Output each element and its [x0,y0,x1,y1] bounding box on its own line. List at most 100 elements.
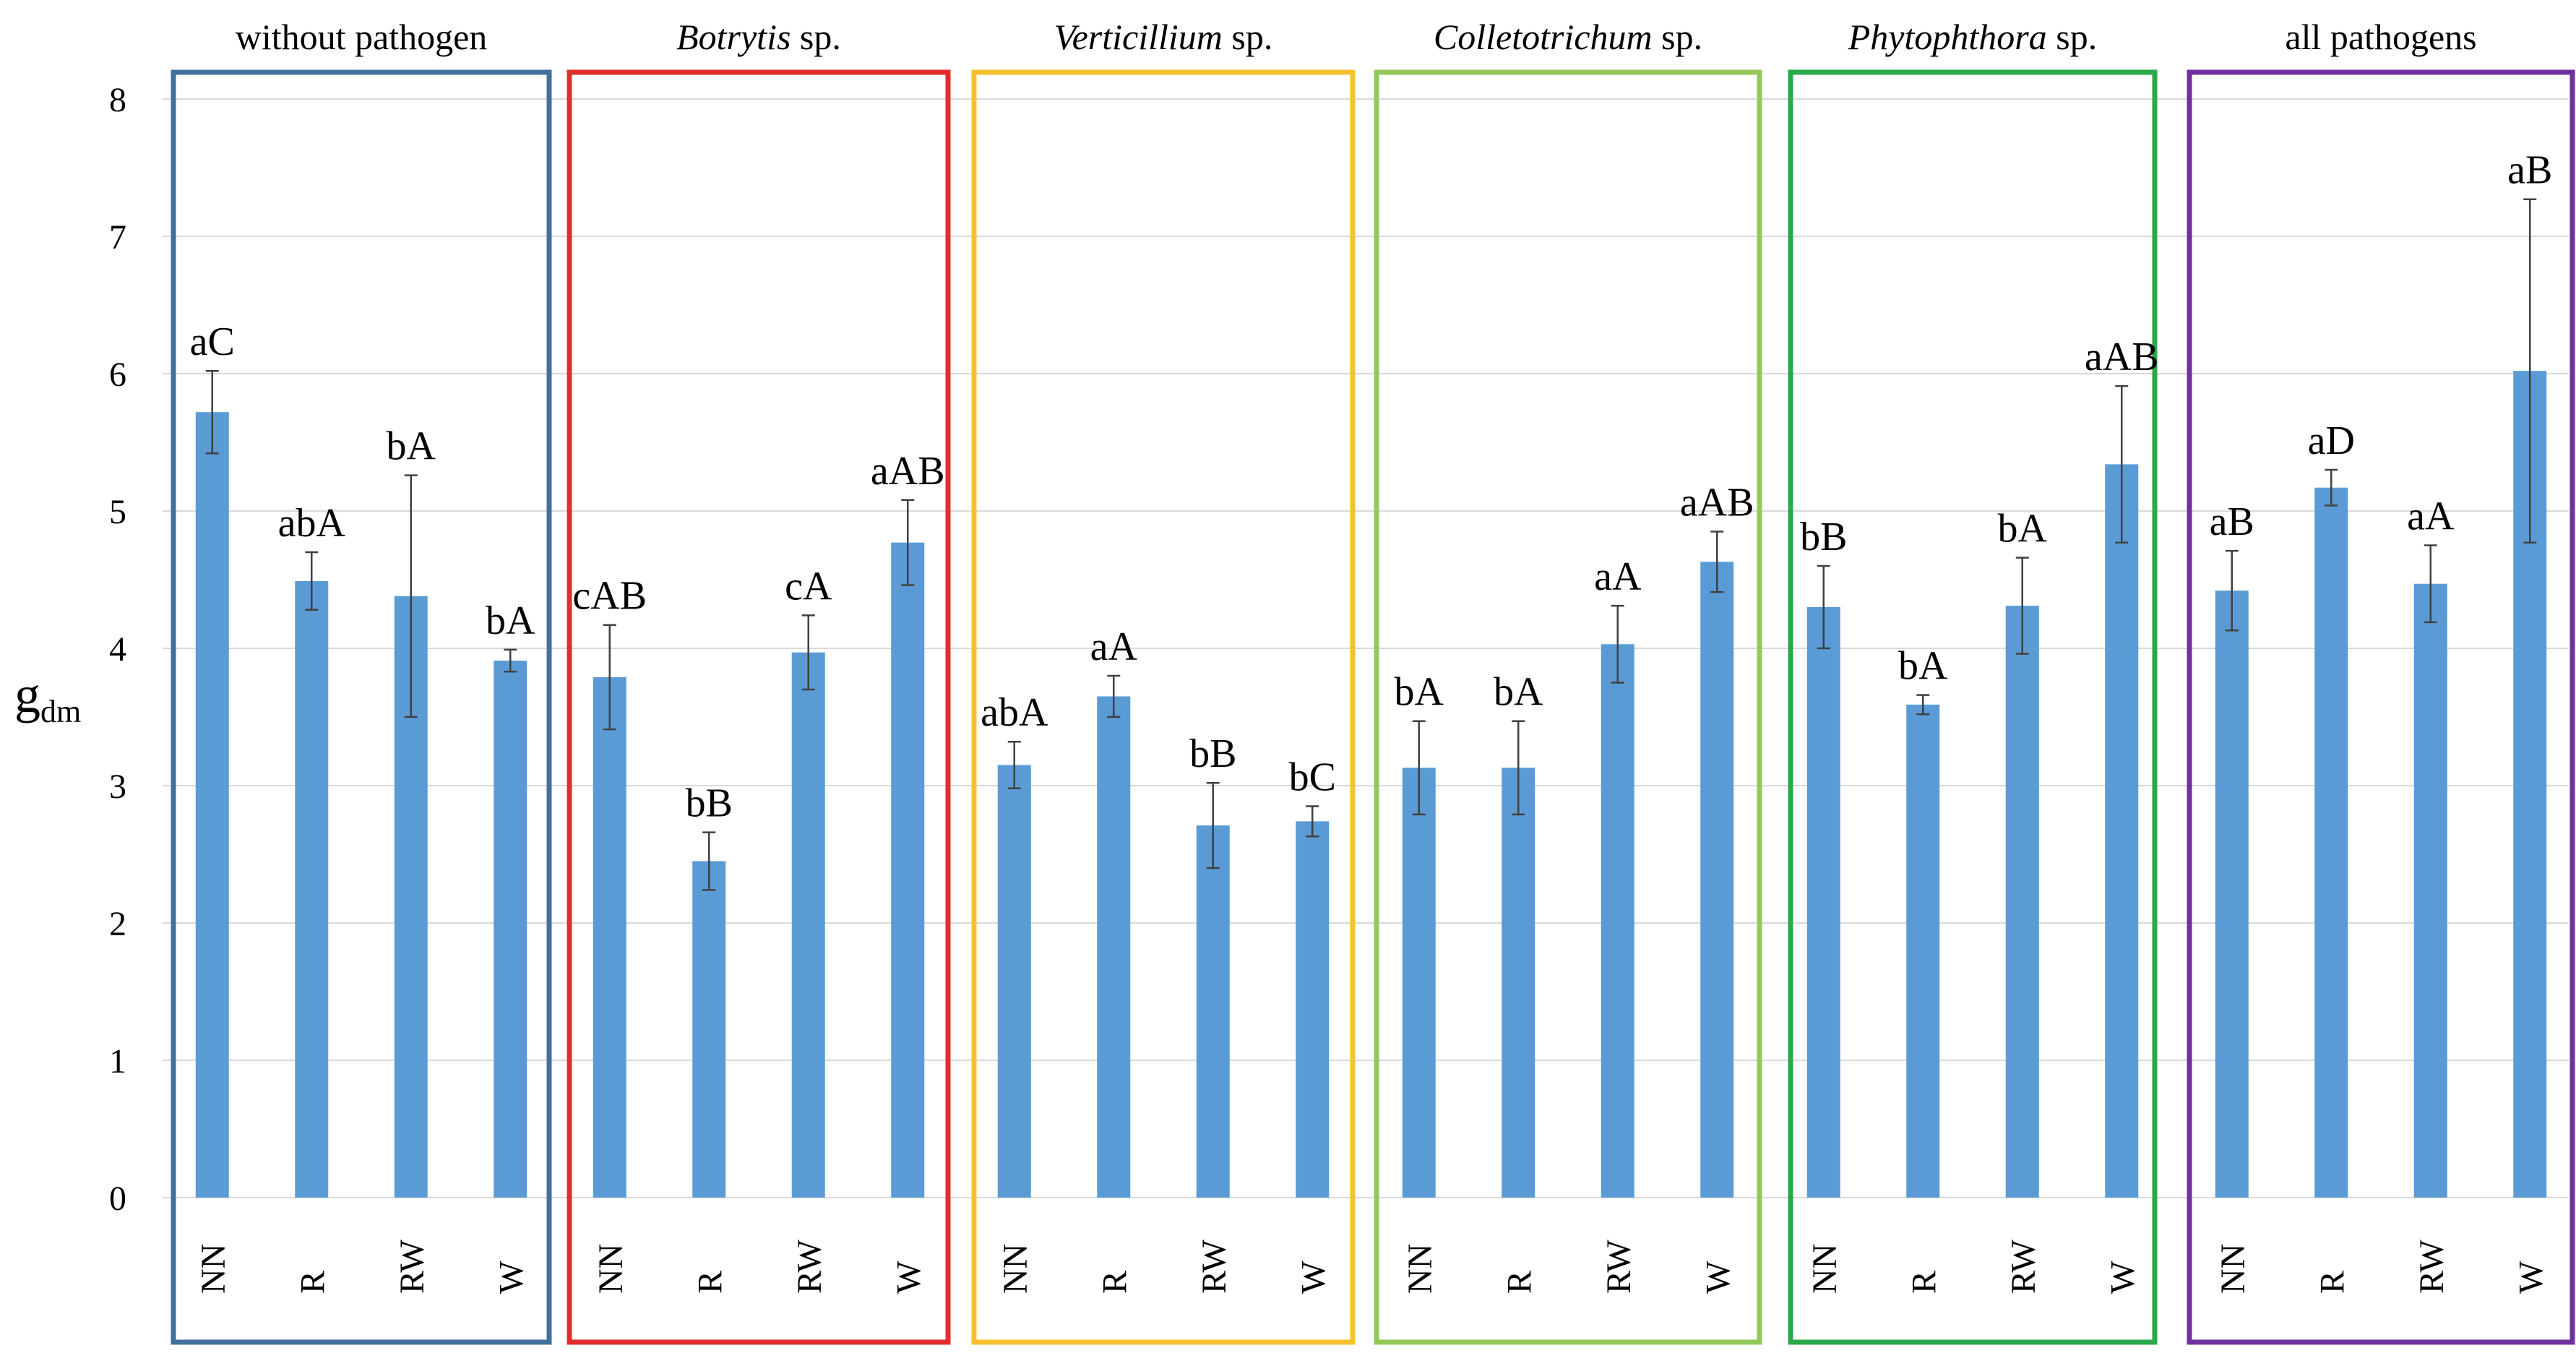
bar [1700,562,1734,1198]
category-label: RW [1195,1240,1233,1294]
category-label: RW [1600,1240,1638,1294]
category-label: NN [2214,1244,2252,1294]
category-label: R [691,1271,729,1294]
y-axis-title-main: g [14,666,40,723]
error-bars [205,198,2537,891]
bar [2105,464,2139,1198]
group-title: all pathogens [2285,17,2476,57]
category-label: R [1905,1271,1943,1294]
bar [1806,607,1840,1198]
significance-label: bC [1289,755,1336,800]
category-label: R [1095,1271,1134,1294]
bar [891,542,925,1198]
category-label: R [293,1271,332,1294]
group-title: Phytophthora sp. [1848,17,2097,57]
significance-label: aA [1594,554,1642,599]
bar [2413,583,2447,1198]
bar [494,661,527,1198]
category-label: NN [194,1244,233,1294]
y-tick-label: 3 [109,768,126,806]
significance-label: abA [981,690,1048,735]
category-label: R [1500,1271,1538,1294]
y-tick-label: 5 [109,493,126,531]
significance-label: aC [190,319,235,364]
bar [1402,768,1436,1198]
category-label: W [1294,1260,1332,1294]
bar [2314,487,2348,1198]
significance-label: abA [278,501,346,546]
significance-label: bB [1800,515,1847,559]
significance-label: aB [2507,148,2552,193]
significance-label: bA [486,598,535,643]
group-title-suffix: sp. [1223,17,1272,57]
gridlines [163,98,2569,1198]
y-tick-label: 4 [109,630,126,669]
group-title-genus: Phytophthora [1848,17,2047,57]
group-title: without pathogen [236,17,488,57]
bar [1296,821,1330,1198]
y-tick-label: 8 [109,81,126,119]
category-label: NN [996,1244,1035,1294]
group-frame [2187,69,2575,1345]
significance-label: bA [1395,670,1444,715]
y-axis-title-subscript: dm [40,694,81,729]
group-title-genus: Botrytis [676,17,791,57]
bar [2005,606,2039,1198]
category-label: RW [2413,1240,2451,1294]
bar [1601,644,1634,1198]
y-tick-label: 0 [109,1180,126,1218]
significance-label: cA [785,564,832,609]
significance-label: aAB [871,449,945,494]
y-tick-label: 6 [109,356,126,394]
group-title-suffix: sp. [2047,17,2097,57]
category-label: RW [791,1240,829,1294]
category-label: RW [2004,1240,2043,1294]
significance-label: aAB [2085,335,2159,379]
bar [997,765,1031,1198]
category-label: NN [592,1244,630,1294]
category-label: W [889,1260,928,1294]
bar [195,412,229,1198]
group-title: Botrytis sp. [676,17,841,57]
significance-label: aD [2308,418,2355,463]
group-title-suffix: sp. [1653,17,1702,57]
bar [791,652,825,1198]
bar [295,580,329,1198]
group-frame [1374,69,1762,1345]
significance-label: bA [387,424,436,469]
bar [1906,704,1940,1198]
y-tick-label: 7 [109,218,126,257]
category-label: R [2313,1271,2351,1294]
category-label: NN [1401,1244,1439,1294]
group-title-genus: Colletotrichum [1434,17,1653,57]
bar [1502,768,1535,1198]
group-frame [971,69,1356,1345]
y-axis-title: gdm [14,666,81,729]
category-label: W [2103,1260,2142,1294]
significance-label: aAB [1680,481,1754,525]
bar [1196,825,1230,1198]
significance-label: bA [1998,507,2048,551]
bar [1097,696,1131,1198]
group-frame [567,69,951,1345]
y-tick-label: 2 [109,905,126,943]
significance-label: bB [686,781,733,826]
category-label: RW [393,1240,431,1294]
group-title-genus: Verticillium [1054,17,1223,57]
group-title-suffix: sp. [791,17,840,57]
group-title: Colletotrichum sp. [1434,17,1702,57]
significance-label: aB [2210,499,2254,544]
group-frame [1788,69,2158,1345]
category-label: W [492,1260,530,1294]
bar [593,676,626,1198]
category-label: W [2512,1260,2550,1294]
significance-label: aA [1090,624,1138,669]
significance-label: bA [1494,670,1543,715]
bars [195,371,2547,1198]
y-tick-label: 1 [109,1042,126,1081]
group-frame [171,69,552,1345]
significance-label: aA [2407,494,2455,539]
group-frames [171,69,2575,1345]
